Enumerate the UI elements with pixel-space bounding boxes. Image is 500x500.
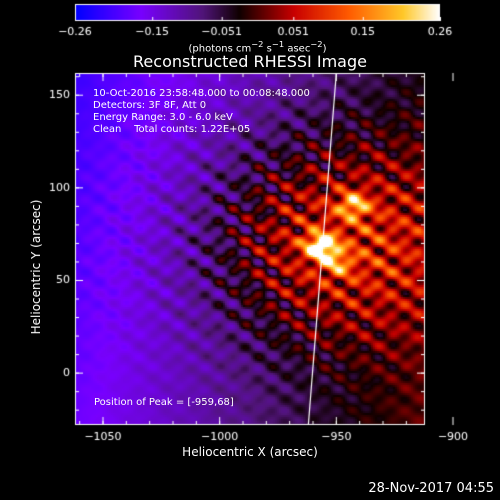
x-axis-label: Heliocentric X (arcsec) <box>182 445 318 459</box>
info-energy-range: Energy Range: 3.0 - 6.0 keV <box>93 112 233 123</box>
observation-info: 10-Oct-2016 23:58:48.000 to 00:08:48.000… <box>93 88 310 136</box>
info-clean-counts: Clean Total counts: 1.22E+05 <box>93 124 251 135</box>
footer-date: 28-Nov-2017 04:55 <box>368 481 494 496</box>
y-axis-label: Heliocentric Y (arcsec) <box>29 199 43 335</box>
info-time-range: 10-Oct-2016 23:58:48.000 to 00:08:48.000 <box>93 88 310 99</box>
colorbar-unit-label: (photons cm−2 s−1 asec−2) <box>188 39 327 55</box>
info-detectors: Detectors: 3F 8F, Att 0 <box>93 100 207 111</box>
peak-position-label: Position of Peak = [-959,68] <box>94 397 234 408</box>
chart-title: Reconstructed RHESSI Image <box>133 52 367 71</box>
